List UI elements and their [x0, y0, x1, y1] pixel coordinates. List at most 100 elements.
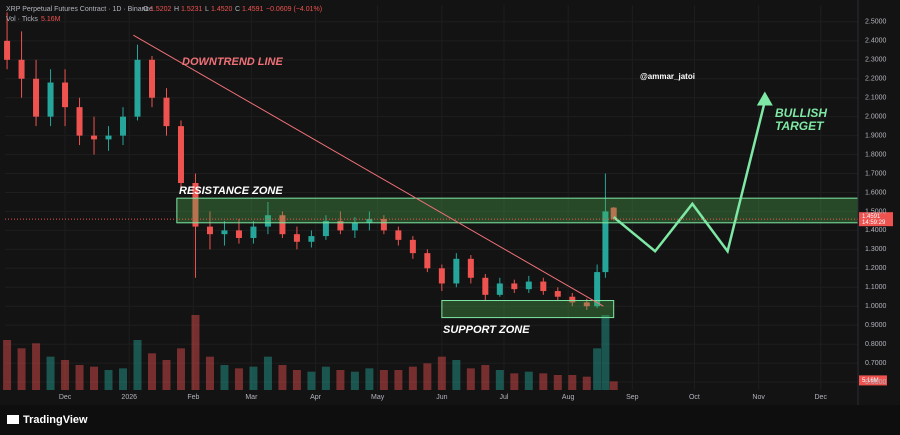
volume-bar: [278, 365, 287, 390]
candle-body: [395, 230, 402, 240]
candle-body: [279, 215, 286, 235]
volume-bar: [539, 373, 548, 390]
candle-body: [105, 135, 112, 140]
volume-value: 5.16M: [41, 16, 61, 23]
candle-body: [496, 283, 503, 295]
target-label: TARGET: [775, 119, 825, 133]
candle-body: [235, 230, 242, 238]
candle-body: [47, 82, 54, 117]
y-tick-label: 1.0000: [865, 303, 887, 310]
volume-bar: [481, 365, 490, 390]
candle-body: [62, 82, 69, 108]
y-tick-label: 0.7000: [865, 360, 887, 367]
volume-bar: [75, 365, 84, 390]
x-tick-label: Mar: [245, 394, 258, 401]
volume-bar: [437, 356, 446, 390]
x-tick-label: Nov: [752, 394, 765, 401]
candle-body: [221, 230, 228, 235]
x-tick-label: Apr: [310, 394, 322, 401]
volume-bar: [90, 366, 99, 390]
candle-body: [409, 239, 416, 254]
x-tick-label: Dec: [815, 394, 828, 401]
x-tick-label: Feb: [187, 394, 199, 401]
candle-body: [602, 211, 609, 273]
volume-bar: [147, 353, 156, 390]
volume-bar: [61, 360, 70, 390]
y-tick-label: 1.3000: [865, 246, 887, 253]
open-label: O: [143, 6, 149, 13]
volume-bar: [162, 360, 171, 390]
candle-body: [583, 302, 590, 307]
y-tick-label: 1.2000: [865, 265, 887, 272]
y-tick-label: 2.2000: [865, 76, 887, 83]
x-tick-label: Dec: [59, 394, 72, 401]
x-tick-label: May: [371, 394, 385, 401]
volume-bar: [307, 371, 316, 390]
y-tick-label: 0.6000: [865, 379, 887, 386]
last-price-label: 1.4591: [862, 214, 881, 220]
volume-bar: [32, 343, 41, 390]
footer-brand: TradingView: [23, 414, 88, 426]
projection-path: [612, 101, 767, 255]
volume-bar: [263, 356, 272, 390]
x-tick-label: Sep: [626, 394, 639, 401]
volume-bar: [510, 373, 519, 390]
candle-body: [177, 126, 184, 183]
candle-body: [610, 207, 617, 220]
candle-body: [250, 226, 257, 238]
volume-bar: [321, 366, 330, 390]
support-zone: [441, 300, 615, 319]
volume-bar: [119, 368, 128, 390]
candle-body: [163, 97, 170, 127]
y-tick-label: 2.3000: [865, 57, 887, 64]
volume-bar: [176, 348, 185, 390]
candle-body: [453, 258, 460, 284]
volume-tag: [859, 375, 887, 386]
volume-bar: [3, 340, 12, 390]
candle-body: [380, 219, 387, 231]
y-tick-label: 1.4000: [865, 227, 887, 234]
footer-bar: [0, 405, 900, 435]
watermark: @ammar_jatoi: [640, 72, 695, 81]
volume-bar: [104, 370, 113, 390]
volume-bar: [17, 348, 26, 390]
candle-body: [594, 272, 601, 307]
volume-bar: [220, 365, 229, 390]
candle-body: [424, 253, 431, 269]
candle-body: [192, 182, 199, 227]
candle-body: [206, 226, 213, 235]
volume-tag-label: 5.16M: [862, 378, 879, 384]
y-tick-label: 0.8000: [865, 341, 887, 348]
projection-arrowhead: [756, 91, 773, 106]
candle-body: [540, 281, 547, 292]
target-label: BULLISH: [775, 106, 827, 120]
volume-bar: [601, 315, 610, 390]
y-tick-label: 2.1000: [865, 95, 887, 102]
high-label: H: [174, 6, 179, 13]
candle-body: [482, 277, 489, 295]
candle-body: [91, 135, 98, 140]
candle-body: [4, 40, 11, 60]
volume-bar: [379, 370, 388, 390]
volume-bar: [553, 375, 562, 390]
y-tick-label: 1.8000: [865, 151, 887, 158]
downtrend-label: DOWNTREND LINE: [182, 56, 283, 68]
y-tick-label: 1.9000: [865, 132, 887, 139]
y-tick-label: 2.4000: [865, 38, 887, 45]
downtrend-line: [133, 34, 604, 307]
close-value: 1.4591: [242, 6, 264, 13]
x-tick-label: Aug: [562, 394, 575, 401]
countdown-label: 14:59:29: [862, 220, 886, 226]
support-label: SUPPORT ZONE: [443, 324, 530, 336]
candle-body: [337, 220, 344, 231]
header-title: XRP Perpetual Futures Contract · 1D · Bi…: [6, 6, 153, 13]
volume-bar: [234, 368, 243, 390]
x-tick-label: Jun: [436, 394, 447, 401]
y-tick-label: 1.5000: [865, 208, 887, 215]
candle-body: [525, 281, 532, 290]
volume-bar: [133, 340, 142, 390]
grid: [5, 5, 858, 390]
logo-icon: [7, 415, 19, 424]
